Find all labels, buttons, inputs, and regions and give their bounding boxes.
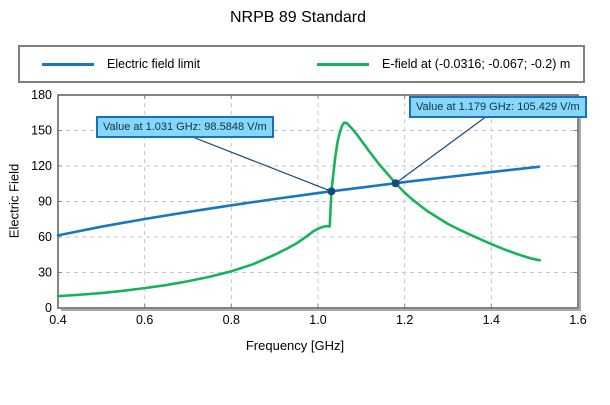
annotation-pointer-line	[189, 135, 332, 192]
y-tick-label: 120	[31, 159, 52, 173]
y-tick-label: 30	[38, 266, 52, 280]
y-tick-label: 0	[45, 301, 52, 315]
x-tick-label: 0.8	[223, 313, 240, 327]
y-axis-title: Electric Field	[6, 163, 22, 239]
legend-label-efield-probe: E-field at (-0.0316; -0.067; -0.2) m	[382, 57, 571, 71]
chart-title: NRPB 89 Standard	[229, 9, 367, 26]
legend-item-efield-probe[interactable]: E-field at (-0.0316; -0.067; -0.2) m	[317, 57, 570, 71]
data-point-marker[interactable]	[391, 179, 400, 188]
x-axis-title: Frequency [GHz]	[245, 338, 345, 353]
plot-border	[57, 94, 579, 309]
legend-item-electric-field-limit[interactable]: Electric field limit	[42, 57, 200, 71]
y-tick-label: 90	[38, 195, 52, 209]
x-tick-label: 0.6	[136, 313, 153, 327]
y-tick-label: 60	[38, 230, 52, 244]
data-point-marker[interactable]	[327, 187, 336, 196]
legend: Electric field limit E-field at (-0.0316…	[18, 45, 585, 83]
annotation-tooltip-1[interactable]: Value at 1.031 GHz: 98.5848 V/m	[96, 116, 274, 138]
y-tick-label: 150	[31, 124, 52, 138]
annotation-tooltip-2[interactable]: Value at 1.179 GHz: 105.429 V/m	[409, 96, 587, 118]
series-curve-1[interactable]	[56, 121, 542, 298]
x-tick-label: 1.0	[309, 313, 326, 327]
series-curve-0[interactable]	[56, 165, 541, 237]
legend-line-swatch-green	[317, 62, 369, 66]
annotation-pointer-line	[395, 115, 488, 184]
x-tick-label: 0.4	[49, 313, 66, 327]
plot-frame-shadow	[61, 98, 581, 311]
legend-label-electric-field-limit: Electric field limit	[107, 57, 201, 71]
y-tick-label: 180	[31, 88, 52, 102]
x-tick-label: 1.2	[396, 313, 413, 327]
legend-line-swatch-blue	[42, 62, 94, 66]
x-tick-label: 1.6	[569, 313, 586, 327]
x-tick-label: 1.4	[483, 313, 500, 327]
